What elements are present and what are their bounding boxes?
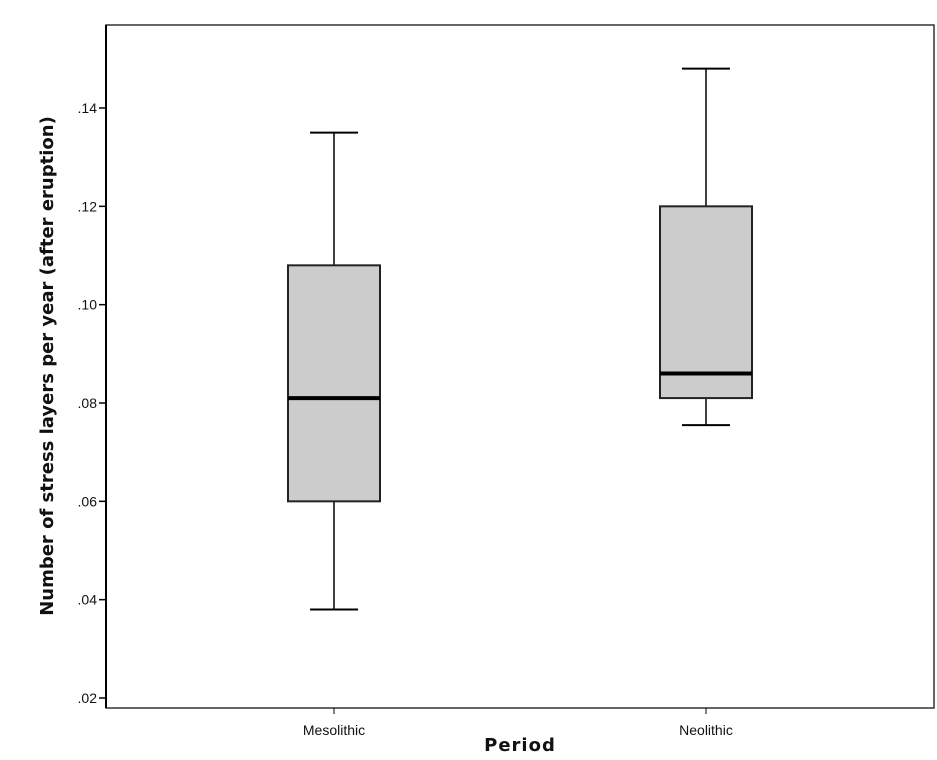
- boxes: [287, 67, 753, 611]
- y-tick-label: .14: [78, 100, 98, 116]
- y-axis: .02 .04 .06 .08 .10 .12 .14: [78, 25, 107, 708]
- x-axis-title: Period: [484, 735, 556, 756]
- plot-frame: [105, 24, 935, 709]
- x-tick-label: Neolithic: [679, 722, 733, 738]
- box-mesolithic: [287, 131, 381, 611]
- y-tick-label: .02: [78, 690, 98, 706]
- y-tick-label: .12: [78, 198, 98, 214]
- iqr-box: [287, 264, 381, 503]
- y-tick-label: .04: [78, 592, 98, 608]
- y-tick-label: .10: [78, 297, 98, 313]
- y-tick-label: .06: [78, 493, 98, 509]
- box-neolithic: [659, 67, 753, 427]
- y-tick-label: .08: [78, 395, 98, 411]
- y-axis-title: Number of stress layers per year (after …: [37, 116, 58, 616]
- x-axis: Mesolithic Neolithic: [303, 708, 733, 738]
- iqr-box: [659, 205, 753, 400]
- x-tick-label: Mesolithic: [303, 722, 365, 738]
